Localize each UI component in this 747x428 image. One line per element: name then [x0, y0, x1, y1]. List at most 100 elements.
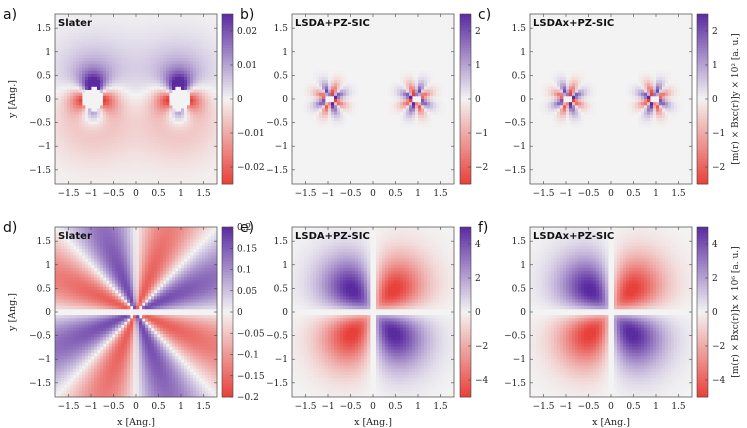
- heatmap-cell: [85, 45, 89, 50]
- heatmap-cell: [214, 161, 218, 166]
- heatmap-cell: [82, 236, 86, 240]
- heatmap-cell: [58, 233, 62, 237]
- heatmap-cell: [346, 105, 350, 109]
- heatmap-cell: [112, 29, 116, 34]
- heatmap-cell: [409, 102, 413, 106]
- heatmap-cell: [340, 102, 344, 106]
- heatmap-cell: [190, 29, 194, 34]
- heatmap-cell: [121, 23, 125, 27]
- heatmap-cell: [208, 67, 212, 72]
- colorbar-step: [697, 101, 708, 106]
- heatmap-cell: [421, 89, 425, 94]
- heatmap-cell: [346, 83, 350, 87]
- heatmap-cell: [166, 161, 170, 166]
- heatmap-cell: [671, 105, 675, 109]
- heatmap-cell: [133, 17, 137, 21]
- heatmap-cell: [85, 73, 89, 78]
- heatmap-cell: [88, 161, 92, 166]
- heatmap-cell: [169, 171, 173, 175]
- heatmap-cell: [208, 130, 212, 135]
- heatmap-cell: [124, 45, 128, 50]
- heatmap-cell: [97, 289, 101, 294]
- heatmap-cell: [82, 32, 86, 37]
- heatmap-cell: [103, 67, 107, 72]
- heatmap-cell: [133, 114, 137, 119]
- heatmap-cell: [656, 80, 660, 84]
- heatmap-cell: [433, 95, 437, 100]
- heatmap-cell: [82, 280, 86, 285]
- heatmap-cell: [115, 32, 119, 37]
- heatmap-cell: [178, 130, 182, 135]
- heatmap-cell: [187, 111, 191, 116]
- heatmap-cell: [142, 54, 146, 59]
- heatmap-cell: [196, 133, 200, 138]
- colorbar-step: [222, 50, 233, 55]
- heatmap-cell: [124, 95, 128, 100]
- heatmap-cell: [106, 149, 110, 153]
- heatmap-cell: [427, 92, 431, 97]
- heatmap-cell: [91, 76, 95, 81]
- heatmap-cell: [160, 17, 164, 21]
- heatmap-cell: [64, 105, 68, 109]
- heatmap-cell: [94, 252, 98, 256]
- heatmap-cell: [94, 76, 98, 81]
- heatmap-cell: [97, 177, 101, 182]
- heatmap-cell: [214, 155, 218, 160]
- heatmap-cell: [343, 105, 347, 109]
- heatmap-cell: [154, 174, 158, 179]
- heatmap-cell: [73, 102, 77, 106]
- heatmap-cell: [76, 180, 80, 185]
- heatmap-cell: [55, 343, 59, 348]
- heatmap-cell: [193, 80, 197, 84]
- heatmap-cell: [76, 233, 80, 237]
- heatmap-cell: [196, 45, 200, 50]
- heatmap-cell: [674, 102, 678, 106]
- heatmap-cell: [163, 133, 167, 138]
- heatmap-cell: [391, 92, 395, 97]
- y-tick-label: −0.5: [29, 119, 51, 129]
- heatmap-cell: [211, 32, 215, 37]
- heatmap-cell: [136, 32, 140, 37]
- heatmap-cell: [436, 95, 440, 100]
- heatmap-cell: [211, 180, 215, 185]
- heatmap-cell: [653, 121, 657, 125]
- heatmap-cell: [157, 58, 161, 62]
- heatmap-cell: [196, 177, 200, 182]
- colorbar-step: [460, 31, 471, 35]
- heatmap-cell: [103, 20, 107, 24]
- colorbar-step: [222, 96, 233, 100]
- heatmap-cell: [334, 121, 338, 125]
- heatmap-cell: [97, 356, 101, 360]
- heatmap-cell: [100, 14, 104, 18]
- heatmap-cell: [307, 99, 311, 103]
- heatmap-cell: [205, 177, 209, 182]
- heatmap-cell: [55, 161, 59, 166]
- colorbar-step: [222, 59, 233, 63]
- heatmap-cell: [196, 83, 200, 87]
- colorbar-step: [697, 164, 708, 168]
- heatmap-cell: [118, 155, 122, 160]
- heatmap-cell: [106, 86, 110, 90]
- heatmap-cell: [67, 340, 71, 344]
- heatmap-cell: [160, 95, 164, 100]
- heatmap-cell: [61, 393, 65, 398]
- heatmap-cell: [67, 165, 71, 169]
- heatmap-cell: [578, 86, 582, 90]
- heatmap-cell: [136, 58, 140, 62]
- heatmap-cell: [76, 245, 80, 250]
- heatmap-cell: [73, 29, 77, 34]
- heatmap-cell: [61, 161, 65, 166]
- heatmap-cell: [94, 143, 98, 147]
- heatmap-cell: [142, 130, 146, 135]
- heatmap-cell: [160, 92, 164, 97]
- heatmap-cell: [545, 86, 549, 90]
- heatmap-cell: [130, 158, 134, 163]
- heatmap-cell: [58, 158, 62, 163]
- heatmap-cell: [202, 108, 206, 112]
- heatmap-cell: [76, 45, 80, 50]
- heatmap-cell: [154, 158, 158, 163]
- heatmap-cell: [301, 102, 305, 106]
- heatmap-cell: [211, 17, 215, 21]
- heatmap-cell: [94, 258, 98, 263]
- heatmap-cell: [560, 105, 564, 109]
